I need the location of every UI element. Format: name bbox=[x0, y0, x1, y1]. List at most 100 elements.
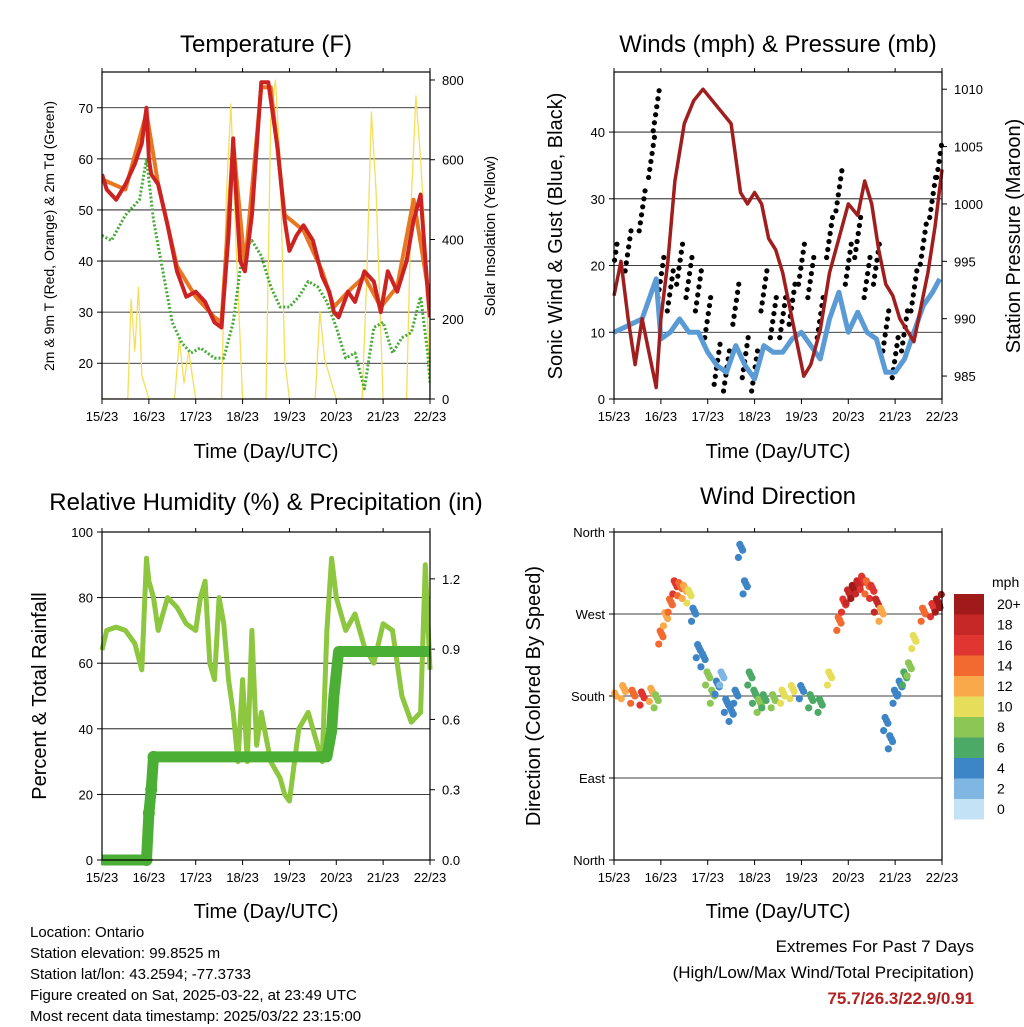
gust-point bbox=[842, 281, 848, 287]
gust-point bbox=[651, 134, 658, 140]
direction-point bbox=[837, 608, 846, 616]
direction-point bbox=[683, 599, 691, 607]
gust-point bbox=[717, 341, 723, 347]
gust-point bbox=[754, 348, 761, 354]
gust-point bbox=[836, 184, 843, 190]
gust-point bbox=[658, 270, 665, 277]
gust-point bbox=[898, 348, 905, 354]
x-tick-label: 18/23 bbox=[738, 409, 771, 424]
gust-point bbox=[881, 340, 887, 346]
direction-point bbox=[636, 701, 644, 709]
gust-point bbox=[791, 289, 797, 295]
direction-point bbox=[650, 704, 658, 712]
direction-point bbox=[748, 699, 757, 707]
legend-label: 8 bbox=[997, 719, 1005, 735]
extremes-values: 75.7/26.3/22.9/0.91 bbox=[827, 989, 974, 1008]
direction-point bbox=[734, 692, 742, 700]
gust-point bbox=[739, 375, 745, 381]
gust-point bbox=[684, 286, 690, 293]
legend-swatch bbox=[954, 655, 984, 676]
direction-point bbox=[640, 694, 648, 702]
gust-point bbox=[798, 265, 804, 271]
gust-point bbox=[852, 254, 858, 261]
y2-tick-label: 1010 bbox=[954, 82, 983, 97]
gust-point bbox=[641, 196, 647, 202]
gust-point bbox=[696, 284, 702, 290]
gust-point bbox=[918, 253, 925, 259]
wind-plot-area: 0 10 20 30 40 985 990 995 1000 1005 1010 15/23 16/23… bbox=[591, 68, 983, 424]
gust-point bbox=[833, 208, 839, 214]
y-tick-label: 0 bbox=[86, 853, 93, 868]
legend-label: 14 bbox=[997, 658, 1013, 674]
gust-point bbox=[711, 381, 717, 387]
dir-title: Wind Direction bbox=[700, 483, 856, 510]
direction-point bbox=[659, 633, 667, 641]
gust-point bbox=[679, 241, 686, 247]
gust-point bbox=[883, 324, 889, 330]
gust-point bbox=[801, 241, 807, 247]
gust-point bbox=[637, 220, 643, 226]
gust-point bbox=[914, 268, 920, 274]
x-tick-label: 17/23 bbox=[179, 870, 212, 885]
direction-point bbox=[795, 695, 803, 703]
gust-point bbox=[800, 249, 806, 255]
direction-point bbox=[851, 590, 860, 598]
plot-border bbox=[101, 531, 431, 861]
gust-point bbox=[614, 241, 620, 247]
dir-plot-area: North East South West North 15/23 16/23 17/23 18… bbox=[571, 525, 958, 885]
direction-point bbox=[880, 727, 888, 735]
direction-point bbox=[729, 710, 737, 718]
gust-point bbox=[931, 182, 937, 189]
y2-tick-label: 0.9 bbox=[442, 642, 460, 657]
gust-point bbox=[835, 192, 841, 198]
gust-point bbox=[867, 254, 873, 261]
winds-panel: Winds (mph) & Pressure (mb) 0 10 20 30 40 985… bbox=[545, 31, 1024, 463]
gust-point bbox=[770, 318, 776, 325]
direction-point bbox=[706, 674, 714, 682]
direction-point bbox=[627, 699, 635, 707]
direction-point bbox=[894, 690, 902, 698]
gust-point bbox=[664, 308, 670, 314]
direction-point bbox=[776, 699, 785, 707]
y2-tick-label: 1.2 bbox=[442, 572, 460, 587]
direction-point bbox=[711, 690, 719, 698]
gust-point bbox=[705, 310, 711, 317]
gust-point bbox=[927, 214, 933, 221]
gust-point bbox=[848, 241, 854, 247]
gust-point bbox=[708, 294, 714, 301]
dir-ylabel-left: Direction (Colored By Speed) bbox=[523, 566, 545, 826]
gust-point bbox=[636, 228, 642, 234]
gust-point bbox=[855, 230, 861, 237]
gust-point bbox=[726, 348, 732, 354]
legend-swatch bbox=[954, 717, 984, 738]
direction-point bbox=[856, 585, 864, 594]
gust-point bbox=[930, 190, 936, 197]
gust-point bbox=[865, 270, 871, 277]
gust-point bbox=[674, 281, 680, 287]
x-tick-label: 16/23 bbox=[133, 409, 166, 424]
direction-point bbox=[743, 583, 751, 591]
direction-point bbox=[659, 622, 668, 630]
series-line bbox=[102, 79, 430, 399]
direction-point bbox=[833, 626, 841, 635]
dir-xlabel: Time (Day/UTC) bbox=[706, 901, 851, 923]
x-tick-label: 20/23 bbox=[832, 870, 865, 885]
gust-point bbox=[795, 281, 802, 287]
gust-point bbox=[911, 284, 918, 290]
x-tick-label: 20/23 bbox=[320, 409, 353, 424]
extremes-subheading: (High/Low/Max Wind/Total Precipitation) bbox=[672, 963, 974, 982]
gust-point bbox=[909, 300, 915, 306]
gust-point bbox=[720, 388, 727, 394]
gust-point bbox=[626, 244, 632, 250]
rh-line bbox=[99, 555, 433, 804]
gust-point bbox=[920, 245, 926, 251]
legend-swatch bbox=[954, 594, 984, 615]
gust-point bbox=[730, 321, 736, 327]
legend-label: 2 bbox=[997, 781, 1005, 797]
legend-swatch bbox=[954, 778, 984, 799]
gust-point bbox=[647, 166, 653, 173]
gust-point bbox=[651, 120, 658, 126]
gust-point bbox=[797, 273, 803, 279]
direction-point bbox=[866, 594, 874, 603]
legend-swatch bbox=[954, 614, 984, 635]
